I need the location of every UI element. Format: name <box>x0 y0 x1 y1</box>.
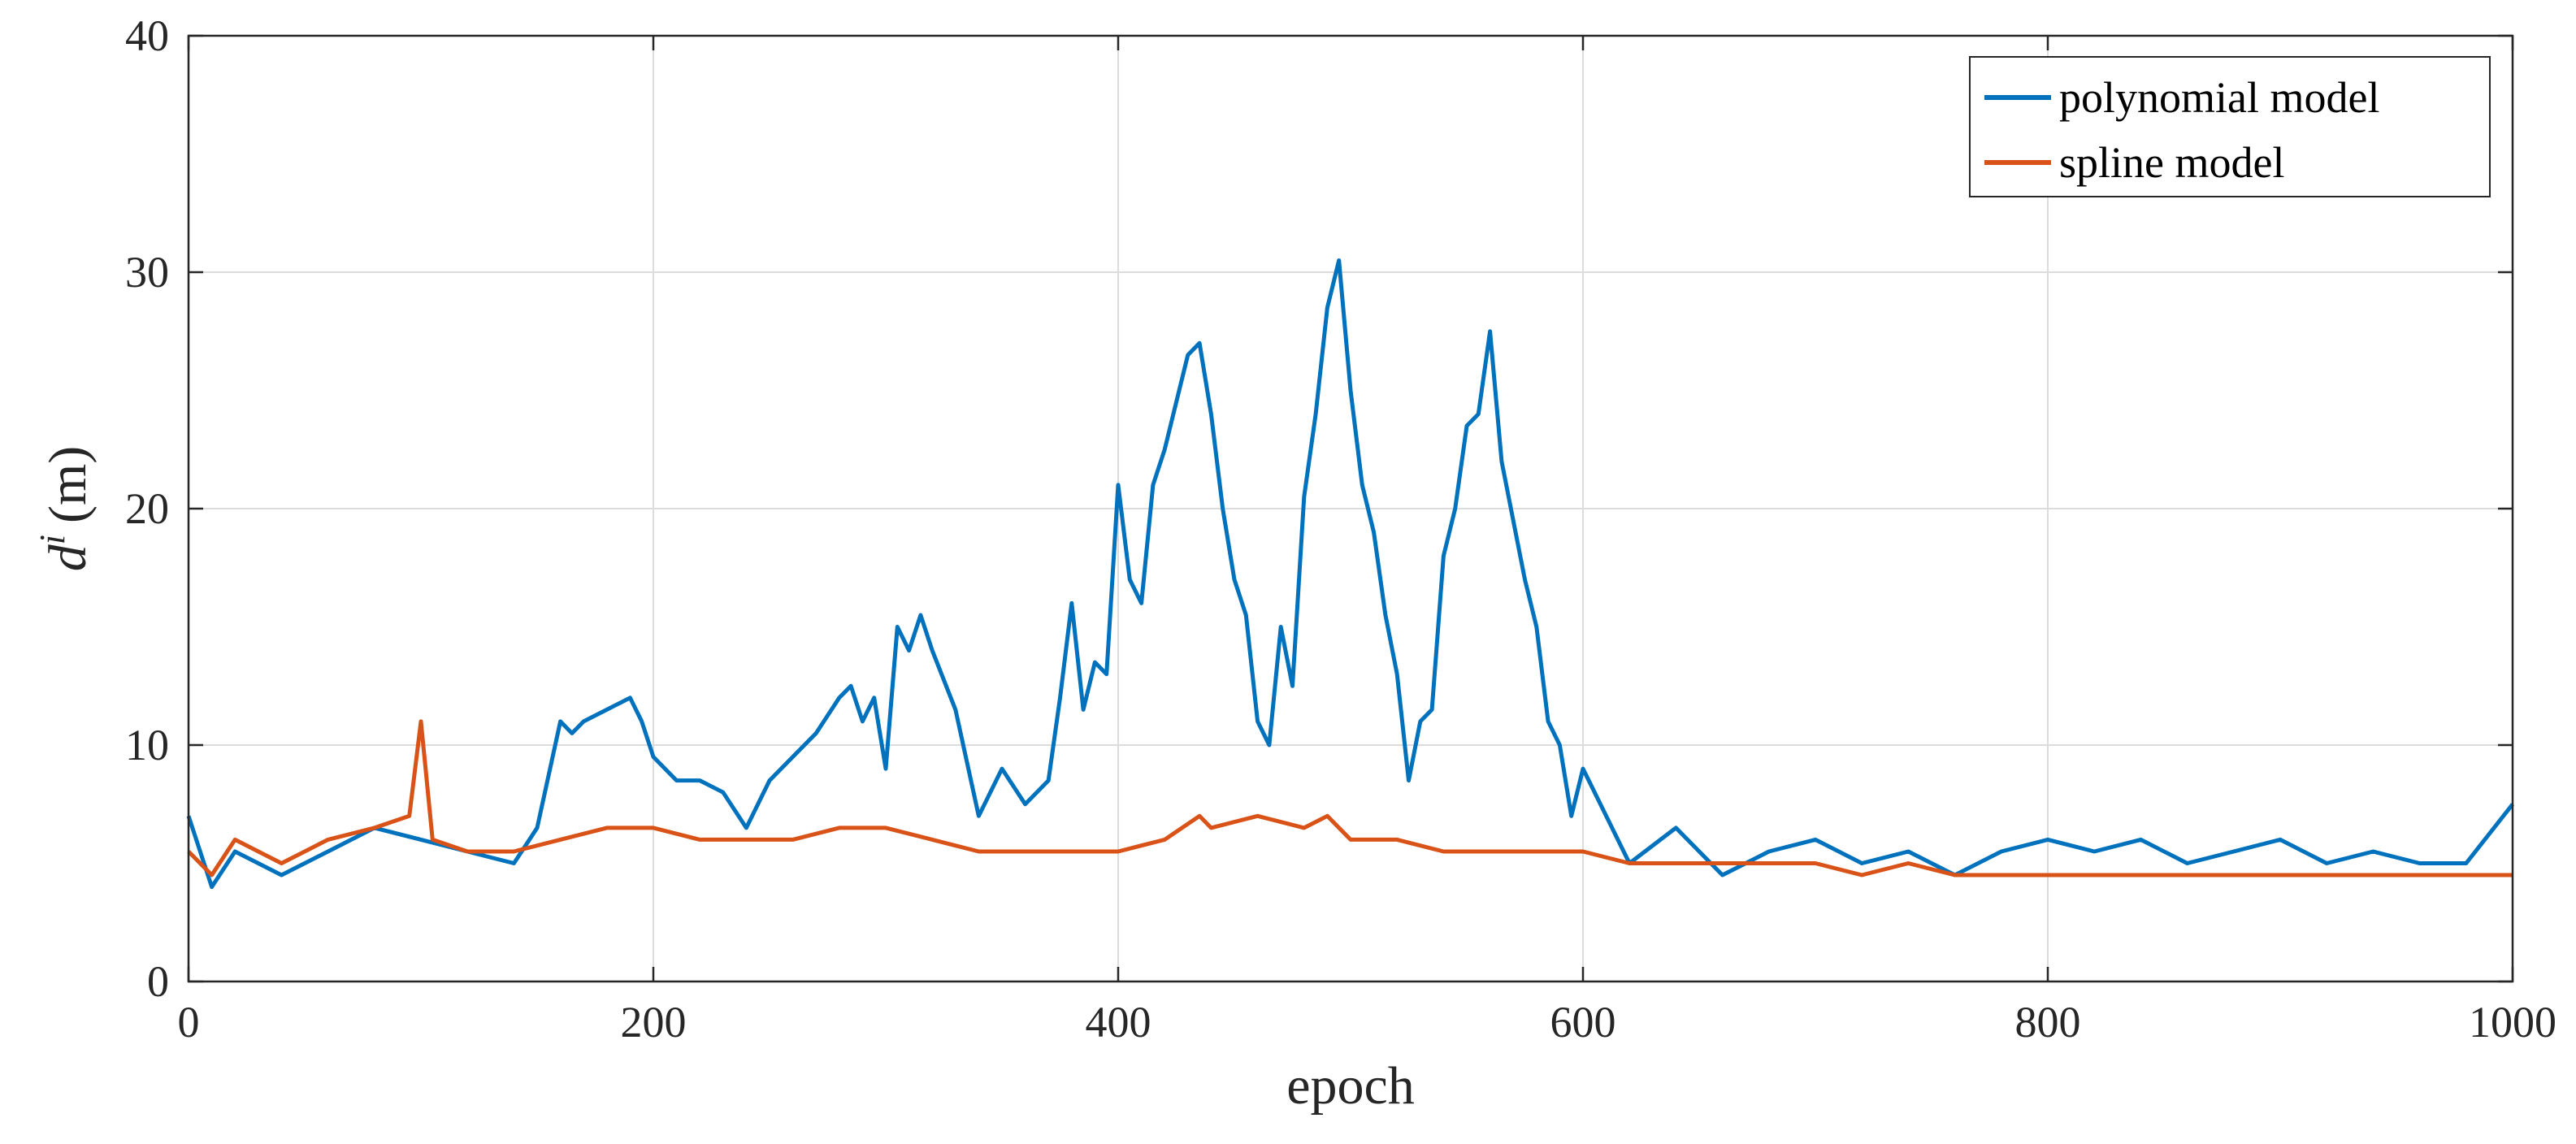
grid-lines <box>189 36 2513 982</box>
y-tick-label: 30 <box>125 248 169 297</box>
data-lines <box>186 258 2514 890</box>
legend-label-polynomial: polynomial model <box>2059 73 2379 122</box>
y-tick-label: 0 <box>147 957 169 1006</box>
x-tick-label: 800 <box>2015 998 2081 1046</box>
y-tick-label: 40 <box>125 11 169 60</box>
axis-ticks <box>187 34 2514 983</box>
series-line-1 <box>187 719 2513 878</box>
y-tick-label: 20 <box>125 484 169 533</box>
legend: polynomial model spline model <box>1969 56 2491 197</box>
y-axis-label-superscript: i <box>33 535 72 544</box>
legend-label-spline: spline model <box>2059 138 2284 187</box>
y-tick-label: 10 <box>125 721 169 769</box>
x-tick-label: 200 <box>621 998 687 1046</box>
series-line-0 <box>186 258 2514 890</box>
y-axis-label-unit: (m) <box>38 446 98 523</box>
legend-box <box>1969 56 2491 197</box>
x-axis-label: epoch <box>1286 1056 1415 1116</box>
y-axis-label-base: d <box>38 544 98 571</box>
x-tick-label: 400 <box>1086 998 1151 1046</box>
x-tick-label: 0 <box>178 998 200 1046</box>
y-axis-label: di (m) <box>33 446 98 572</box>
x-tick-label: 1000 <box>2469 998 2556 1046</box>
tick-labels: 0 200 400 600 800 1000 0 10 20 30 40 <box>125 11 2556 1046</box>
x-tick-label: 600 <box>1550 998 1616 1046</box>
